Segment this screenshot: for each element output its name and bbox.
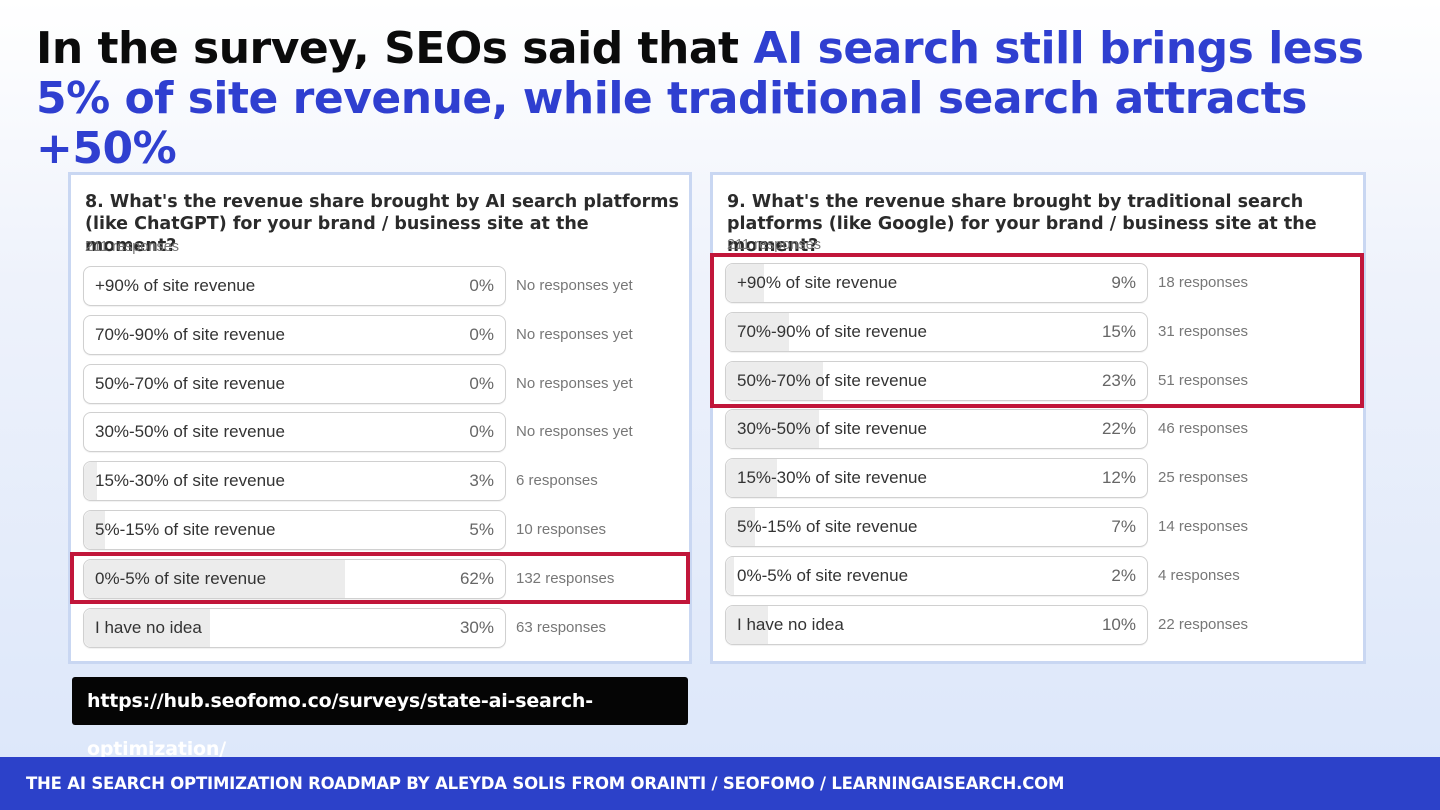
answer-response-count: No responses yet: [516, 423, 633, 441]
answer-bar: 30%-50% of site revenue 0%: [83, 412, 506, 453]
answer-percentage: 15%: [1101, 321, 1136, 341]
footer-banner: THE AI SEARCH OPTIMIZATION ROADMAP BY AL…: [0, 757, 1440, 810]
answer-bar: +90% of site revenue 0%: [83, 266, 506, 306]
answer-bar-fill: [84, 462, 97, 501]
answer-bar: 0%-5% of site revenue 2%: [725, 555, 1148, 596]
highlight-box-ai-0-5: [70, 552, 690, 604]
answer-response-count: No responses yet: [516, 325, 633, 343]
answer-bar: I have no idea 30%: [83, 607, 506, 648]
answer-label: 5%-15% of site revenue: [737, 517, 918, 536]
answer-label: 30%-50% of site revenue: [95, 422, 285, 442]
answer-response-count: 31 responses: [1158, 322, 1249, 340]
answer-bar: 70%-90% of site revenue 15%: [725, 311, 1148, 352]
answer-bar: 15%-30% of site revenue 12%: [725, 458, 1148, 499]
answer-percentage: 62%: [459, 568, 494, 588]
answer-label: 50%-70% of site revenue: [737, 370, 927, 390]
answer-percentage: 7%: [1111, 517, 1136, 536]
answer-bar: 30%-50% of site revenue 22%: [725, 409, 1148, 450]
answer-percentage: 5%: [469, 520, 494, 539]
answer-bar-fill: [84, 511, 106, 549]
answer-percentage: 23%: [1101, 370, 1136, 390]
answer-label: 30%-50% of site revenue: [737, 419, 927, 439]
answer-percentage: 9%: [1111, 273, 1136, 292]
answer-bar: 50%-70% of site revenue 23%: [725, 360, 1148, 401]
answer-bar-fill: [84, 559, 346, 598]
answer-percentage: 30%: [459, 617, 494, 637]
answer-response-count: 14 responses: [1158, 518, 1249, 535]
response-count: 211 responses: [85, 239, 180, 255]
answer-percentage: 3%: [469, 471, 494, 491]
answer-bar-fill: [726, 264, 764, 302]
answer-label: I have no idea: [95, 617, 202, 637]
answer-percentage: 0%: [469, 422, 494, 442]
headline-blue-text: AI search still brings less 5% of site r…: [36, 23, 1364, 174]
answer-bar-fill: [726, 410, 819, 449]
answer-percentage: 0%: [469, 324, 494, 344]
survey-panel-ai-search: 8. What's the revenue share brought by A…: [68, 172, 692, 664]
answer-response-count: No responses yet: [516, 277, 633, 294]
answer-bar-fill: [84, 608, 211, 647]
survey-url-link[interactable]: https://hub.seofomo.co/surveys/state-ai-…: [72, 677, 688, 760]
answer-bar: 50%-70% of site revenue 0%: [83, 363, 506, 404]
headline-black-text: In the survey, SEOs said that: [36, 23, 754, 74]
response-count: 211 responses: [727, 237, 822, 253]
answer-response-count: 6 responses: [516, 472, 598, 490]
answer-bar-fill: [726, 605, 769, 644]
answer-bar: 5%-15% of site revenue 5%: [83, 510, 506, 550]
answer-response-count: 10 responses: [516, 521, 607, 538]
answer-label: +90% of site revenue: [95, 276, 256, 295]
answer-response-count: 132 responses: [516, 569, 615, 587]
answer-label: 5%-15% of site revenue: [95, 520, 276, 539]
survey-panel-traditional-search: 9. What's the revenue share brought by t…: [710, 172, 1366, 664]
answer-bar-fill: [726, 459, 777, 498]
answer-label: 0%-5% of site revenue: [95, 568, 267, 588]
answer-bar: +90% of site revenue 9%: [725, 263, 1148, 303]
answer-label: 15%-30% of site revenue: [737, 468, 927, 488]
answer-bar-fill: [726, 556, 735, 595]
answer-bar-fill: [726, 361, 823, 400]
answer-percentage: 0%: [469, 373, 494, 393]
question-title: 9. What's the revenue share brought by t…: [727, 192, 1317, 256]
answer-bar: I have no idea 10%: [725, 604, 1148, 645]
answer-percentage: 22%: [1101, 419, 1136, 439]
question-title: 8. What's the revenue share brought by A…: [85, 192, 679, 256]
answer-response-count: 51 responses: [1158, 371, 1249, 389]
answer-response-count: No responses yet: [516, 374, 633, 392]
answer-response-count: 46 responses: [1158, 420, 1249, 438]
answer-label: 15%-30% of site revenue: [95, 471, 285, 491]
answer-label: 70%-90% of site revenue: [737, 321, 927, 341]
answer-response-count: 25 responses: [1158, 469, 1249, 487]
highlight-box-traditional-50-plus: [710, 253, 1364, 408]
answer-label: 0%-5% of site revenue: [737, 565, 909, 585]
answer-label: I have no idea: [737, 614, 844, 634]
answer-response-count: 63 responses: [516, 618, 607, 636]
answer-bar: 15%-30% of site revenue 3%: [83, 461, 506, 502]
answer-bar-fill: [726, 312, 790, 351]
answer-response-count: 22 responses: [1158, 615, 1249, 633]
slide-headline: In the survey, SEOs said that AI search …: [36, 24, 1416, 174]
answer-percentage: 10%: [1101, 614, 1136, 634]
answer-bar-fill: [726, 508, 756, 546]
answer-response-count: 4 responses: [1158, 566, 1240, 584]
answer-label: 70%-90% of site revenue: [95, 324, 285, 344]
answer-percentage: 0%: [469, 276, 494, 295]
answer-bar: 5%-15% of site revenue 7%: [725, 507, 1148, 547]
answer-label: 50%-70% of site revenue: [95, 373, 285, 393]
answer-bar: 0%-5% of site revenue 62%: [83, 558, 506, 599]
answer-percentage: 2%: [1111, 565, 1136, 585]
answer-response-count: 18 responses: [1158, 274, 1249, 291]
answer-bar: 70%-90% of site revenue 0%: [83, 314, 506, 355]
answer-label: +90% of site revenue: [737, 273, 898, 292]
answer-percentage: 12%: [1101, 468, 1136, 488]
